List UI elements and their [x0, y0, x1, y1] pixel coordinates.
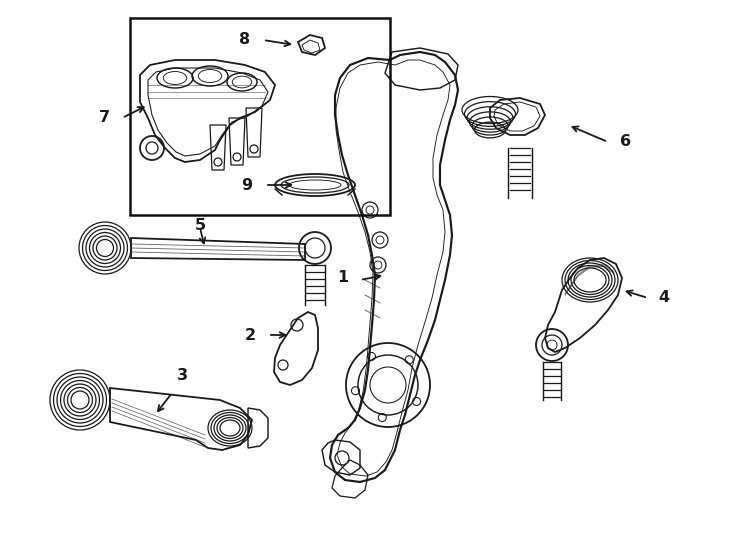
- Text: 1: 1: [337, 271, 348, 286]
- Text: 7: 7: [99, 111, 110, 125]
- Text: 2: 2: [245, 327, 256, 342]
- Text: 6: 6: [620, 134, 631, 150]
- Text: 4: 4: [658, 291, 669, 306]
- Text: 9: 9: [241, 178, 252, 192]
- Text: 3: 3: [176, 368, 188, 383]
- Text: 8: 8: [239, 32, 250, 48]
- Bar: [130, 18, 390, 215]
- Text: 5: 5: [195, 218, 206, 233]
